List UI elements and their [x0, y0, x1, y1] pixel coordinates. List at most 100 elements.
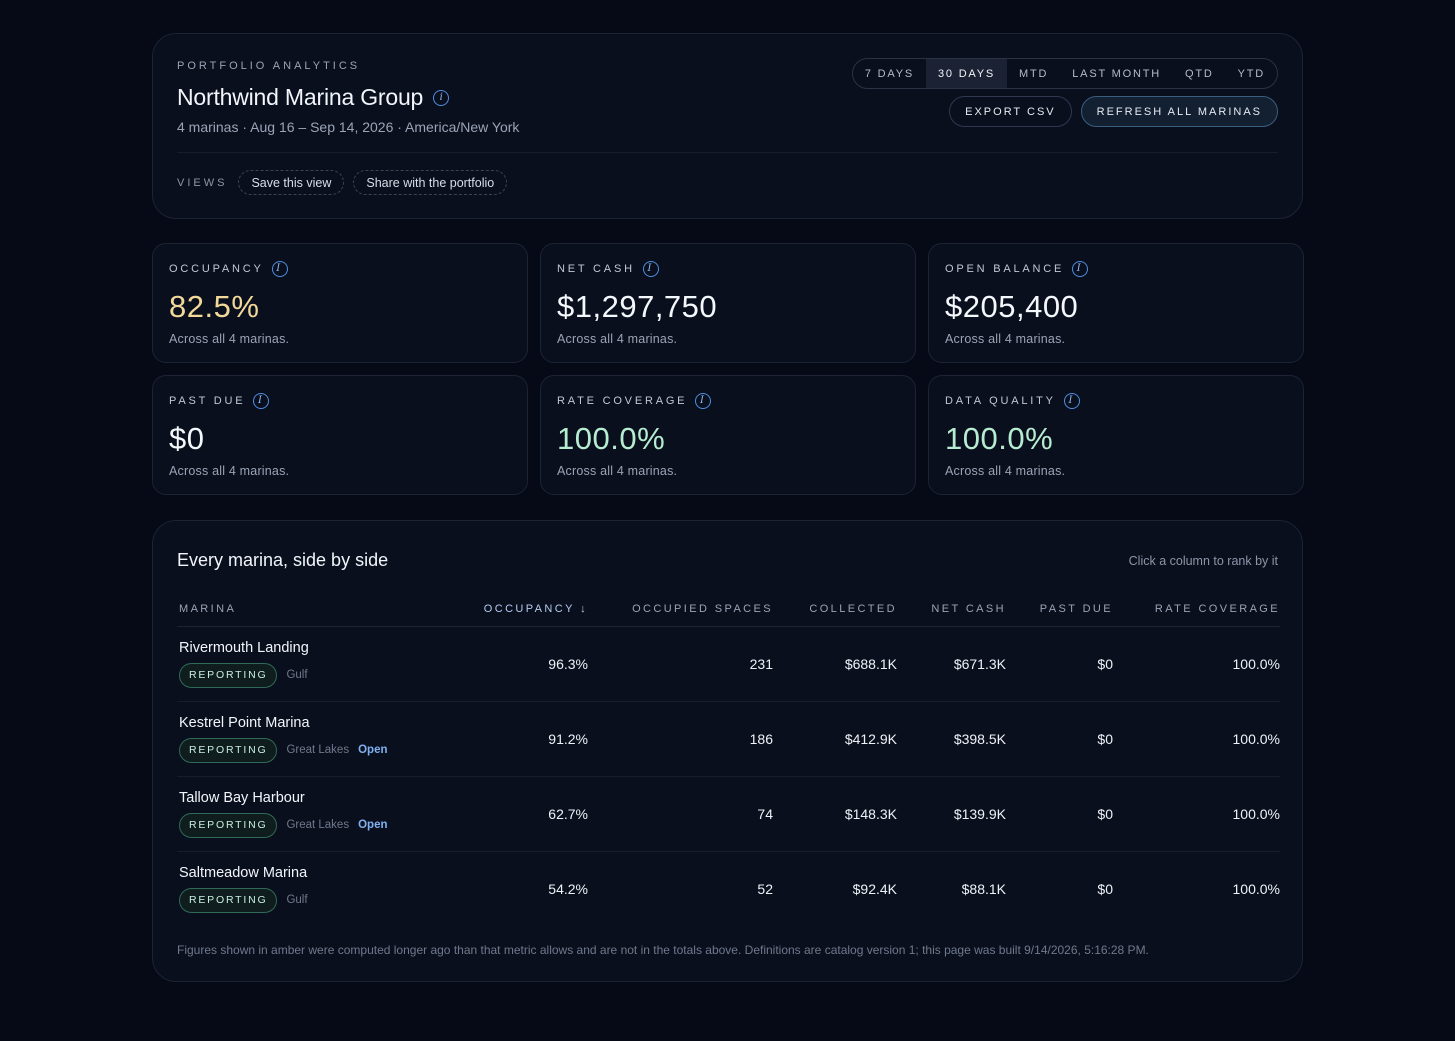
refresh-all-button[interactable]: REFRESH ALL MARINAS — [1080, 96, 1278, 127]
rate-coverage-cell: 100.0% — [1113, 701, 1280, 777]
kpi-value: 100.0% — [557, 421, 666, 456]
kpi-label: OCCUPANCY i — [169, 261, 288, 277]
kpi-value: 82.5% — [169, 289, 260, 324]
page-title: Northwind Marina Group i — [177, 84, 450, 111]
region-label: Gulf — [286, 669, 308, 681]
net-cash-cell: $139.9K — [897, 776, 1006, 852]
marina-name[interactable]: Saltmeadow Marina — [179, 864, 308, 881]
range-30-days[interactable]: 30 DAYS — [926, 59, 1008, 88]
info-icon[interactable]: i — [433, 89, 450, 106]
kpi-footnote: Across all 4 marinas. — [169, 464, 290, 478]
kpi-rate-coverage: RATE COVERAGE i 100.0% Across all 4 marin… — [540, 375, 916, 495]
export-csv-button[interactable]: EXPORT CSV — [949, 96, 1072, 127]
range-7-days[interactable]: 7 DAYS — [864, 67, 914, 80]
kpi-net-cash: NET CASH i $1,297,750 Across all 4 marina… — [540, 243, 916, 363]
status-badge: REPORTING — [179, 812, 278, 838]
past-due-cell: $0 — [1006, 776, 1113, 852]
occupied-spaces-cell: 231 — [588, 626, 773, 702]
range-ytd[interactable]: YTD — [1237, 67, 1265, 80]
info-icon[interactable]: i — [1063, 393, 1080, 409]
table-row[interactable]: Rivermouth Landing REPORTING Gulf 96.3% … — [177, 626, 1280, 702]
occupancy-cell: 91.2% — [467, 701, 588, 777]
kpi-footnote: Across all 4 marinas. — [945, 332, 1066, 346]
kpi-value: 100.0% — [945, 421, 1054, 456]
kpi-label: DATA QUALITY i — [945, 393, 1080, 409]
kpi-footnote: Across all 4 marinas. — [557, 464, 678, 478]
marina-cell: Kestrel Point Marina REPORTING Great Lak… — [177, 701, 467, 777]
column-header-occupied-spaces[interactable]: OCCUPIED SPACES — [588, 593, 773, 627]
kpi-past-due: PAST DUE i $0 Across all 4 marinas. — [152, 375, 528, 495]
range-mtd[interactable]: MTD — [1019, 67, 1049, 80]
info-icon[interactable]: i — [642, 261, 659, 277]
status-badge: REPORTING — [179, 662, 278, 688]
past-due-cell: $0 — [1006, 701, 1113, 777]
marina-table: MARINA OCCUPANCY ↓ OCCUPIED SPACES COLLE… — [177, 593, 1280, 926]
table-row[interactable]: Kestrel Point Marina REPORTING Great Lak… — [177, 701, 1280, 777]
net-cash-cell: $671.3K — [897, 626, 1006, 702]
kpi-footnote: Across all 4 marinas. — [169, 332, 290, 346]
marina-name[interactable]: Tallow Bay Harbour — [179, 789, 305, 806]
net-cash-cell: $88.1K — [961, 880, 1006, 897]
range-last-month[interactable]: LAST MONTH — [1072, 67, 1161, 80]
table-footnote: Figures shown in amber were computed lon… — [177, 943, 1149, 957]
column-header-net-cash[interactable]: NET CASH — [897, 593, 1006, 627]
header-divider — [177, 152, 1278, 153]
marina-cell: Saltmeadow Marina REPORTING Gulf — [177, 851, 467, 926]
open-link[interactable]: Open — [358, 819, 388, 831]
kpi-value: $0 — [169, 421, 205, 456]
info-icon[interactable]: i — [695, 393, 712, 409]
occupied-spaces-cell: 52 — [757, 880, 773, 897]
occupancy-cell: 96.3% — [467, 626, 588, 702]
share-portfolio-button[interactable]: Share with the portfolio — [353, 170, 508, 195]
status-badge: REPORTING — [179, 737, 278, 763]
header-actions: EXPORT CSV REFRESH ALL MARINAS — [949, 96, 1278, 127]
rate-coverage-cell: 100.0% — [1113, 776, 1280, 852]
region-label: Great Lakes — [286, 744, 350, 756]
marina-cell: Tallow Bay Harbour REPORTING Great Lakes… — [177, 776, 467, 852]
kpi-footnote: Across all 4 marinas. — [557, 332, 678, 346]
column-header-past-due[interactable]: PAST DUE — [1006, 593, 1113, 627]
occupied-spaces-cell: 74 — [588, 776, 773, 852]
region-label: Gulf — [286, 894, 308, 907]
marina-name[interactable]: Kestrel Point Marina — [179, 714, 310, 731]
kpi-label: NET CASH i — [557, 261, 659, 277]
collected-cell: $148.3K — [773, 776, 897, 852]
open-link[interactable]: Open — [358, 744, 388, 756]
column-header-marina[interactable]: MARINA — [177, 593, 467, 627]
collected-cell: $92.4K — [852, 880, 897, 897]
rate-coverage-cell: 100.0% — [1113, 626, 1280, 702]
info-icon[interactable]: i — [253, 393, 270, 409]
range-qtd[interactable]: QTD — [1184, 67, 1214, 80]
past-due-cell: $0 — [1006, 626, 1113, 702]
kpi-label: PAST DUE i — [169, 393, 270, 409]
info-icon[interactable]: i — [1072, 261, 1089, 277]
eyebrow-label: PORTFOLIO ANALYTICS — [177, 60, 361, 72]
org-subtitle: 4 marinas · Aug 16 – Sep 14, 2026 · Amer… — [177, 119, 520, 135]
kpi-grid: OCCUPANCY i 82.5% Across all 4 marinas. N… — [152, 243, 1304, 495]
date-range-selector: 7 DAYS 30 DAYS MTD LAST MONTH QTD YTD — [851, 58, 1278, 89]
kpi-open-balance: OPEN BALANCE i $205,400 Across all 4 mari… — [928, 243, 1304, 363]
table-row[interactable]: Tallow Bay Harbour REPORTING Great Lakes… — [177, 776, 1280, 852]
save-view-button[interactable]: Save this view — [238, 170, 345, 195]
net-cash-cell: $398.5K — [897, 701, 1006, 777]
collected-cell: $412.9K — [773, 701, 897, 777]
column-header-rate-coverage[interactable]: RATE COVERAGE — [1113, 593, 1280, 627]
kpi-occupancy: OCCUPANCY i 82.5% Across all 4 marinas. — [152, 243, 528, 363]
marina-name[interactable]: Rivermouth Landing — [179, 639, 309, 656]
column-header-collected[interactable]: COLLECTED — [773, 593, 897, 627]
past-due-cell: $0 — [1097, 880, 1113, 897]
occupancy-cell: 54.2% — [548, 880, 588, 897]
column-header-occupancy[interactable]: OCCUPANCY ↓ — [467, 593, 588, 627]
table-title: Every marina, side by side — [177, 550, 389, 570]
page: PORTFOLIO ANALYTICS Northwind Marina Gro… — [152, 33, 1304, 982]
info-icon[interactable]: i — [271, 261, 288, 277]
views-label: VIEWS — [177, 176, 228, 189]
kpi-value: $1,297,750 — [557, 289, 718, 324]
rate-coverage-cell: 100.0% — [1232, 880, 1280, 897]
kpi-label: OPEN BALANCE i — [945, 261, 1089, 277]
occupancy-cell: 62.7% — [467, 776, 588, 852]
kpi-footnote: Across all 4 marinas. — [945, 464, 1066, 478]
marina-cell: Rivermouth Landing REPORTING Gulf — [177, 626, 467, 702]
table-row[interactable]: Saltmeadow Marina REPORTING Gulf 54.2% 5… — [177, 851, 1280, 926]
table-header-row: MARINA OCCUPANCY ↓ OCCUPIED SPACES COLLE… — [177, 593, 1280, 627]
